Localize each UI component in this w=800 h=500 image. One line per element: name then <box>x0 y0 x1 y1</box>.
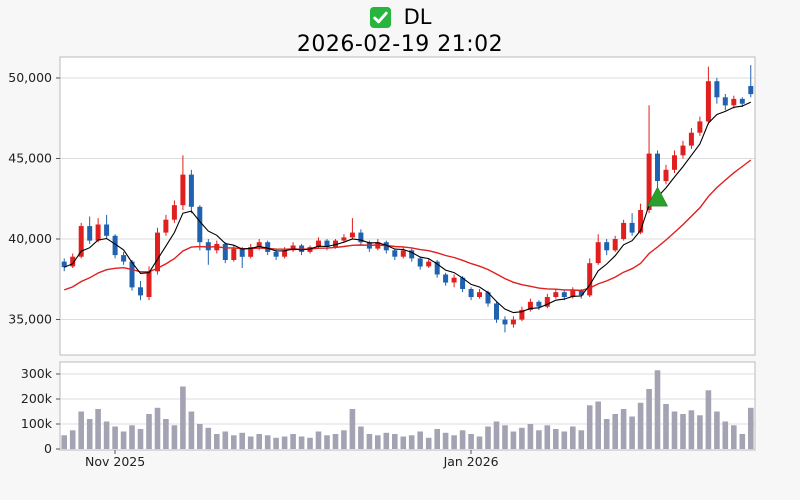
svg-text:40,000: 40,000 <box>8 231 52 246</box>
chart-timestamp: 2026-02-19 21:02 <box>296 32 504 57</box>
svg-text:35,000: 35,000 <box>8 312 52 327</box>
volume-bars <box>61 370 754 450</box>
svg-text:0: 0 <box>44 441 52 456</box>
ma-slow-line <box>63 159 752 292</box>
svg-text:Jan 2026: Jan 2026 <box>443 454 499 469</box>
ma-fast-line <box>63 101 752 314</box>
price-pane-border <box>59 56 756 356</box>
volume-pane-border <box>59 361 756 451</box>
svg-text:50,000: 50,000 <box>8 70 52 85</box>
price-axis-labels: 35,000 40,000 45,000 50,000 <box>8 70 60 327</box>
checked-checkbox-icon[interactable] <box>369 6 392 29</box>
candles <box>61 65 754 333</box>
svg-text:100k: 100k <box>21 416 53 431</box>
chart-header: DL 2026-02-19 21:02 <box>0 3 800 57</box>
volume-axis-labels: 0 100k 200k 300k <box>21 366 60 456</box>
svg-text:Nov 2025: Nov 2025 <box>85 454 145 469</box>
svg-text:45,000: 45,000 <box>8 151 52 166</box>
svg-text:300k: 300k <box>21 366 53 381</box>
buy-signal-triangle-icon <box>647 186 668 207</box>
symbol-label: DL <box>403 5 432 29</box>
svg-text:200k: 200k <box>21 391 53 406</box>
title-row: DL <box>0 3 800 31</box>
x-axis-labels: Nov 2025 Jan 2026 <box>85 450 499 469</box>
